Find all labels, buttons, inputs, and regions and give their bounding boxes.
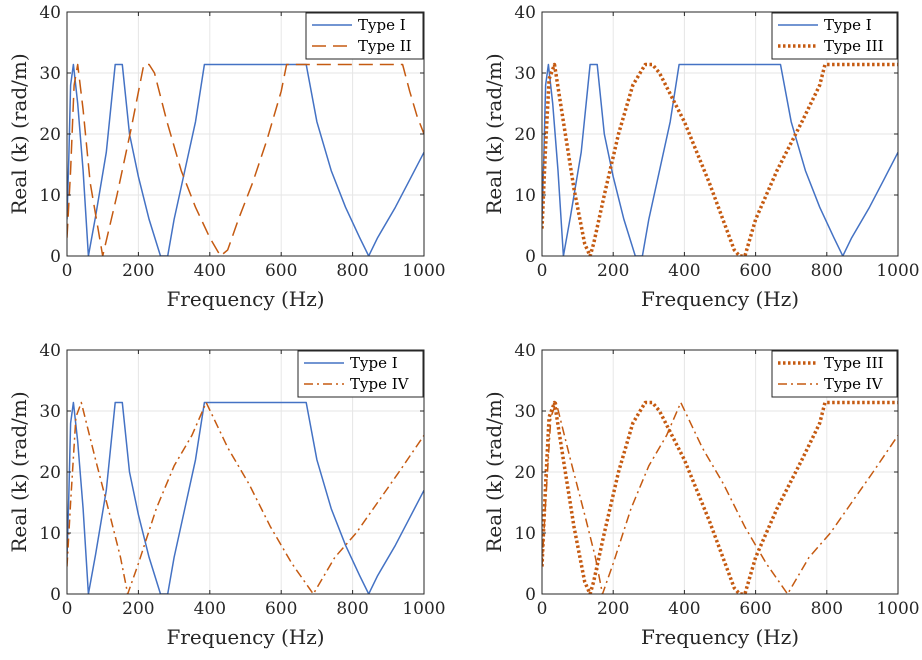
y-tick-label: 30 bbox=[39, 402, 61, 422]
x-tick-label: 400 bbox=[194, 599, 226, 619]
chart-panel-4: 0 200 400 600 800 1000 0 10 20 30 40 Frequency (Hz)… bbox=[482, 341, 920, 649]
y-tick-label: 10 bbox=[514, 186, 536, 206]
x-tick-label: 800 bbox=[336, 261, 368, 281]
y-tick-label: 20 bbox=[39, 125, 61, 145]
y-tick-label: 20 bbox=[39, 463, 61, 483]
x-axis-label: Frequency (Hz) bbox=[166, 287, 324, 311]
y-tick-label: 20 bbox=[514, 125, 536, 145]
x-axis-label: Frequency (Hz) bbox=[166, 625, 324, 649]
y-tick-label: 30 bbox=[514, 64, 536, 84]
x-tick-label: 800 bbox=[336, 599, 368, 619]
y-axis-label: Real (k) (rad/m) bbox=[482, 53, 506, 214]
legend-entry: Type IV bbox=[824, 375, 884, 393]
x-tick-label: 1000 bbox=[876, 261, 919, 281]
y-tick-label: 30 bbox=[514, 402, 536, 422]
y-tick-label: 20 bbox=[514, 463, 536, 483]
legend-entry: Type III bbox=[824, 37, 884, 55]
x-tick-label: 400 bbox=[668, 261, 700, 281]
legend: Type III Type IV bbox=[771, 350, 898, 398]
series-line-type-iii bbox=[542, 62, 898, 256]
x-axis-label: Frequency (Hz) bbox=[641, 287, 799, 311]
series-line-type-i bbox=[67, 63, 424, 256]
y-tick-label: 10 bbox=[514, 524, 536, 544]
legend-box bbox=[297, 350, 424, 398]
chart-panel-2: 0 200 400 600 800 1000 0 10 20 30 40 Frequency (Hz)… bbox=[482, 3, 920, 311]
legend-entry: Type I bbox=[350, 354, 398, 372]
legend-box bbox=[305, 12, 424, 60]
x-tick-label: 600 bbox=[265, 599, 297, 619]
series-line-type-iv bbox=[542, 401, 898, 594]
legend-entry: Type IV bbox=[350, 375, 410, 393]
x-tick-label: 200 bbox=[122, 261, 154, 281]
legend-entry: Type I bbox=[358, 16, 406, 34]
y-tick-label: 40 bbox=[514, 3, 536, 23]
x-tick-label: 400 bbox=[668, 599, 700, 619]
y-axis-label: Real (k) (rad/m) bbox=[7, 391, 31, 552]
x-tick-label: 800 bbox=[811, 599, 843, 619]
series-line-type-iii bbox=[542, 400, 898, 594]
x-tick-label: 1000 bbox=[402, 261, 445, 281]
y-tick-label: 0 bbox=[525, 247, 536, 267]
series-line-type-ii bbox=[67, 63, 424, 256]
y-tick-label: 0 bbox=[50, 585, 61, 605]
x-tick-label: 600 bbox=[265, 261, 297, 281]
y-axis-label: Real (k) (rad/m) bbox=[482, 391, 506, 552]
x-tick-label: 1000 bbox=[876, 599, 919, 619]
x-axis-label: Frequency (Hz) bbox=[641, 625, 799, 649]
series-line-type-i bbox=[542, 63, 898, 256]
y-tick-label: 10 bbox=[39, 186, 61, 206]
y-tick-label: 40 bbox=[39, 3, 61, 23]
legend-entry: Type III bbox=[824, 354, 884, 372]
chart-panel-1: 0 200 400 600 800 1000 0 10 20 30 40 Frequency (Hz)… bbox=[7, 3, 446, 311]
chart-panel-3: 0 200 400 600 800 1000 0 10 20 30 40 Frequency (Hz)… bbox=[7, 341, 446, 649]
legend-box bbox=[771, 350, 898, 398]
x-tick-label: 400 bbox=[194, 261, 226, 281]
legend-entry: Type II bbox=[358, 37, 412, 55]
legend-box bbox=[771, 12, 898, 60]
legend: Type I Type IV bbox=[297, 350, 424, 398]
x-tick-label: 0 bbox=[537, 261, 548, 281]
legend: Type I Type II bbox=[305, 12, 424, 60]
y-tick-label: 40 bbox=[39, 341, 61, 361]
x-tick-label: 0 bbox=[62, 261, 73, 281]
x-tick-label: 200 bbox=[597, 261, 629, 281]
x-tick-label: 800 bbox=[811, 261, 843, 281]
legend: Type I Type III bbox=[771, 12, 898, 60]
x-tick-label: 600 bbox=[739, 261, 771, 281]
x-tick-label: 200 bbox=[597, 599, 629, 619]
y-tick-label: 0 bbox=[50, 247, 61, 267]
x-tick-label: 0 bbox=[62, 599, 73, 619]
legend-entry: Type I bbox=[824, 16, 872, 34]
series-line-type-i bbox=[67, 401, 424, 594]
x-tick-label: 200 bbox=[122, 599, 154, 619]
x-tick-label: 1000 bbox=[402, 599, 445, 619]
y-tick-label: 0 bbox=[525, 585, 536, 605]
y-axis-label: Real (k) (rad/m) bbox=[7, 53, 31, 214]
y-tick-label: 10 bbox=[39, 524, 61, 544]
x-tick-label: 600 bbox=[739, 599, 771, 619]
x-tick-label: 0 bbox=[537, 599, 548, 619]
series-line-type-iv bbox=[67, 401, 424, 594]
y-tick-label: 40 bbox=[514, 341, 536, 361]
y-tick-label: 30 bbox=[39, 64, 61, 84]
